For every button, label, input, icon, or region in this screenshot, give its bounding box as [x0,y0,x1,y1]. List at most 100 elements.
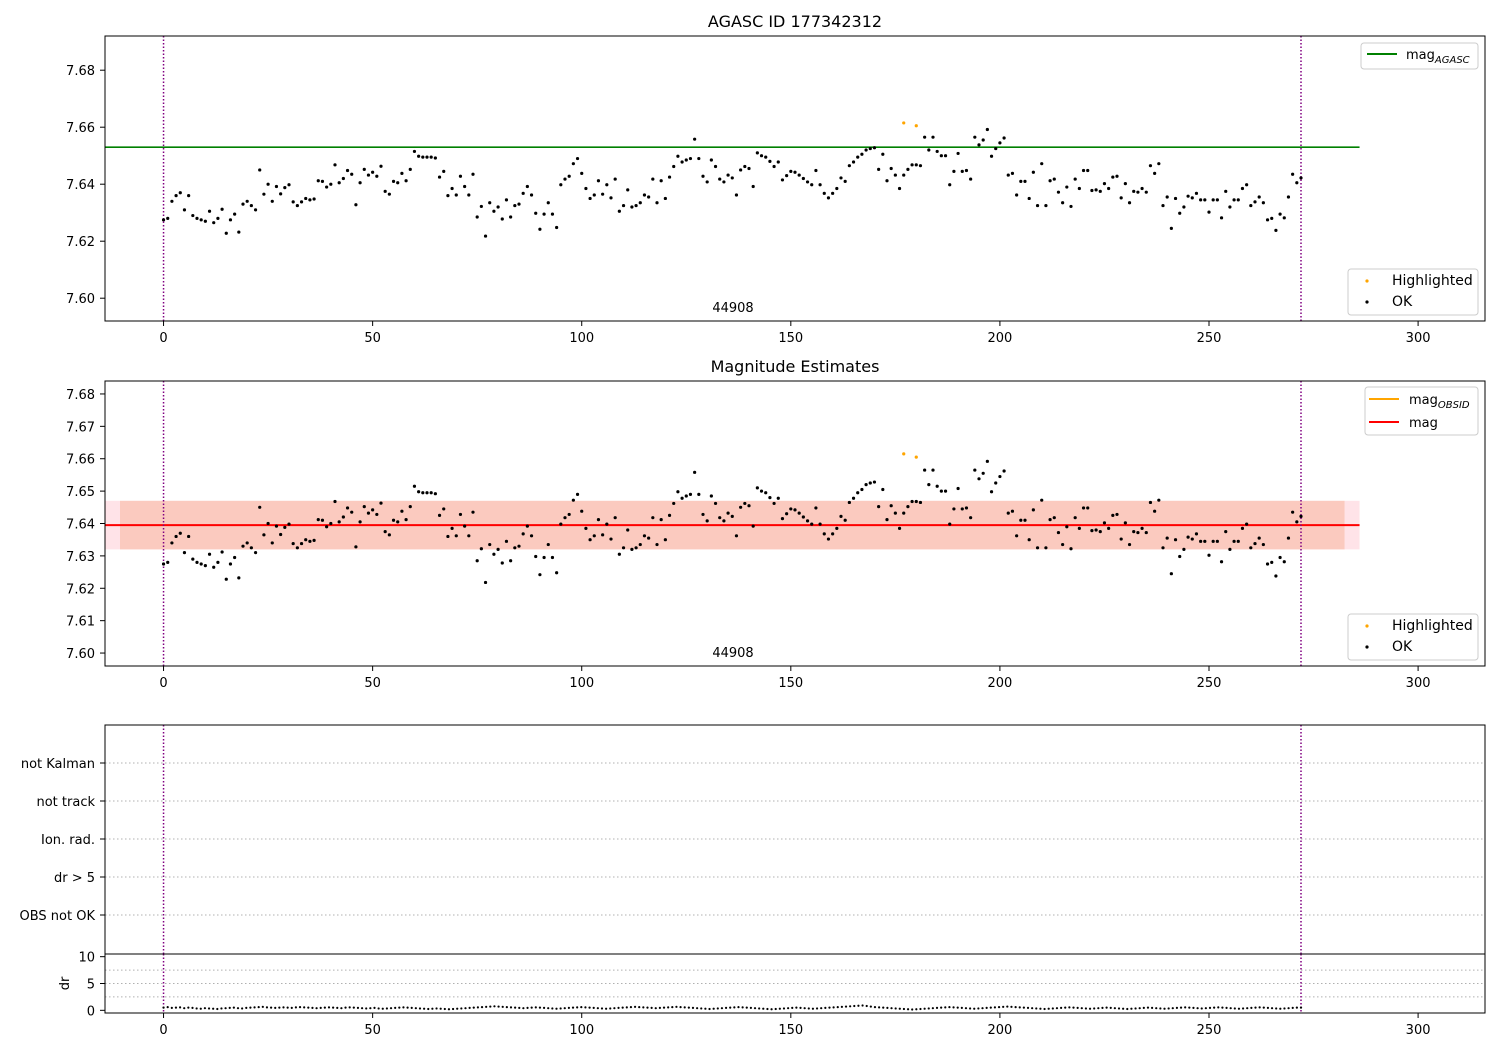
p4-xtick-label: 250 [1197,1023,1222,1038]
ok-point [743,501,747,506]
dr-point [261,1005,264,1008]
ok-point [872,146,877,150]
ok-point [601,192,605,196]
dr-point [542,1006,546,1010]
ok-point [655,201,659,205]
ok-point [906,505,910,509]
ok-point [1056,190,1061,194]
ok-point [421,155,425,159]
dr-point [389,1007,393,1010]
p1-xtick-label: 50 [364,331,381,346]
ok-point [228,218,233,222]
dr-point [551,1007,554,1010]
ok-point [1165,195,1169,199]
ok-point [1219,216,1224,220]
dr-point [629,1006,633,1009]
dr-point [758,1007,761,1010]
dr-point [534,1006,537,1009]
ok-point [450,526,454,530]
dr-point [770,1008,773,1011]
ok-point [404,179,408,183]
dr-point [538,1006,542,1009]
ok-point [948,183,952,187]
ok-point [383,529,387,534]
ok-point [299,541,304,546]
dr-point [377,1007,380,1010]
ok-point [1157,162,1161,166]
dr-point [319,1006,322,1010]
dr-point [1287,1007,1290,1010]
ok-point [366,511,371,515]
dr-point [1229,1007,1232,1010]
ok-point [864,148,868,152]
dr-point [394,1006,397,1010]
panel-magnitude-estimates: Magnitude Estimates 0 50 100 150 200 250 300 7.… [66,357,1486,691]
dr-point [820,1007,823,1010]
ok-point [818,183,822,187]
ok-point [216,560,220,564]
ok-point [676,490,680,494]
dr-point [1101,1006,1104,1010]
dr-point [1138,1007,1141,1010]
ok-point [224,231,228,235]
dr-point [633,1005,637,1008]
dr-point [948,1006,951,1009]
ok-point [977,477,981,481]
ok-point [1228,205,1232,209]
ok-point [345,506,350,510]
dr-point [1192,1006,1195,1010]
p1-ytick-label: 7.64 [66,178,95,193]
dr-point [997,1006,1001,1009]
dr-point [166,1006,169,1009]
ok-point [780,178,785,182]
ok-point [860,487,864,492]
dr-point [1018,1006,1021,1009]
ok-point [797,173,801,177]
ok-point [249,546,253,550]
dr-point [1130,1007,1133,1010]
ok-point [283,186,287,190]
ok-point [1224,189,1228,193]
ok-point [810,522,814,526]
ok-point [923,135,927,139]
dr-point [1188,1006,1191,1009]
dr-point [327,1006,331,1009]
dr-point [505,1006,508,1009]
ok-point [567,174,571,178]
ok-point [546,542,550,547]
ok-point [270,199,274,203]
ok-point [187,194,191,198]
ok-point [199,562,203,566]
ok-point [391,179,396,183]
dr-point [865,1004,868,1008]
dr-point [1080,1007,1083,1010]
ok-point [1115,512,1119,517]
ok-point [404,518,408,522]
ok-point [885,518,889,522]
ok-point [575,492,580,496]
dr-point [592,1006,595,1010]
p2-ytick-label: 7.65 [66,485,95,500]
ok-point [1081,168,1086,173]
legend-mag-obsid-text: mag [1409,393,1438,408]
dr-point [1204,1007,1207,1010]
ok-point [969,516,973,520]
dr-point [675,1005,678,1008]
ok-point [1194,532,1199,536]
ok-point [1157,498,1161,502]
dr-point [162,1006,165,1009]
dr-point [460,1007,463,1010]
ok-point [525,524,529,528]
ok-point [525,184,529,189]
dr-point [555,1007,558,1010]
dr-point [501,1005,504,1008]
ok-point [513,546,517,550]
dr-point [1167,1007,1170,1010]
ok-point [780,517,785,521]
ok-point [358,520,362,524]
dr-point [849,1005,852,1008]
ok-point [1123,182,1127,186]
ok-point [759,154,764,158]
ok-point [538,227,542,231]
ok-point [734,534,739,538]
